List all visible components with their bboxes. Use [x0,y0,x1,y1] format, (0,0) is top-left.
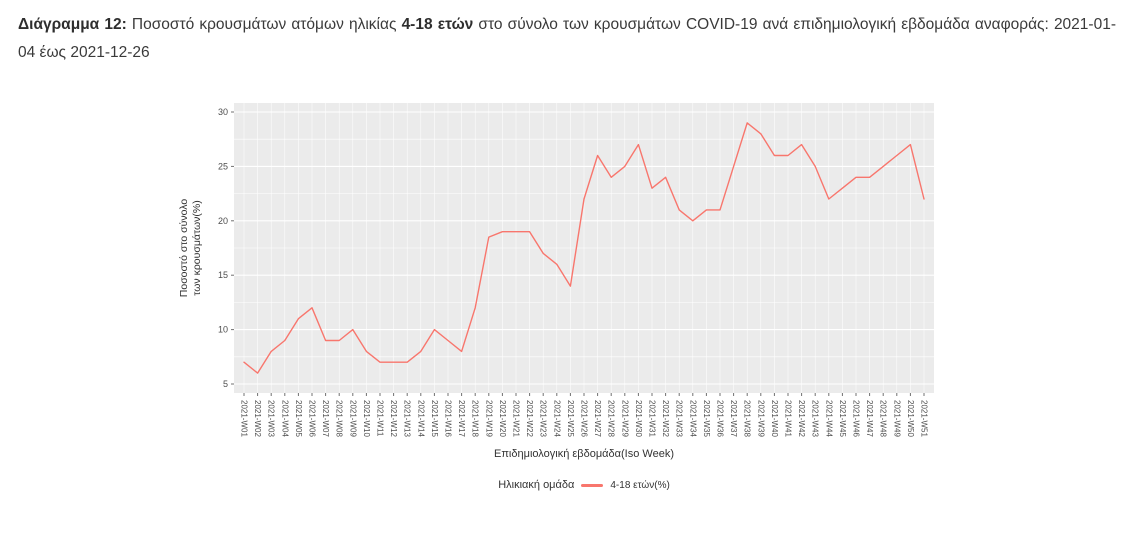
x-tick-label: 2021-W38 [743,400,752,437]
y-axis-title-line1: Ποσοστό στο σύνολο [178,198,190,298]
x-tick-label: 2021-W17 [457,400,466,437]
caption-age-group: 4-18 ετών [401,16,474,33]
y-tick-label: 5 [223,379,228,389]
x-axis-title: Επιδημιολογική εβδομάδα(Iso Week) [494,448,674,460]
y-tick-label: 15 [218,270,228,280]
x-tick-label: 2021-W15 [430,400,439,437]
caption-text-2: στο σύνολο των κρουσμάτων COVID-19 ανά ε… [18,16,1116,61]
x-tick-label: 2021-W09 [348,400,357,437]
caption-text-1: Ποσοστό κρουσμάτων ατόμων ηλικίας [126,16,402,33]
series-line [243,122,925,374]
gridlines [234,103,934,393]
x-tick-label: 2021-W16 [444,400,453,437]
y-tick-label: 20 [218,216,228,226]
x-tick-label: 2021-W35 [702,400,711,437]
x-tick-label: 2021-W37 [729,400,738,437]
x-tick-label: 2021-W24 [552,400,561,437]
x-tick-label: 2021-W06 [308,400,317,437]
x-tick-label: 2021-W41 [784,400,793,437]
figure-number: Διάγραμμα 12: [18,16,127,33]
x-tick-label: 2021-W50 [906,400,915,437]
x-tick-label: 2021-W04 [280,400,289,437]
axis-ticks [231,111,925,396]
x-tick-label: 2021-W32 [661,400,670,437]
x-tick-label: 2021-W40 [770,400,779,437]
x-tick-label: 2021-W27 [593,400,602,437]
x-tick-label: 2021-W26 [580,400,589,437]
x-tick-label: 2021-W13 [403,400,412,437]
x-tick-label: 2021-W10 [362,400,371,437]
x-tick-label: 2021-W44 [824,400,833,437]
legend-title: Ηλικιακή ομάδα [498,479,575,491]
x-tick-label: 2021-W46 [852,400,861,437]
x-tick-label: 2021-W08 [335,400,344,437]
x-tick-label: 2021-W49 [892,400,901,437]
line-chart: 5 10 15 20 25 30 2021-W01 2021-W02 2021-W03 2021-… [218,103,934,437]
x-tick-label: 2021-W07 [321,400,330,437]
chart-legend: Ηλικιακή ομάδα 4-18 ετών(%) [234,477,934,493]
x-tick-label: 2021-W30 [634,400,643,437]
legend-series-label: 4-18 ετών(%) [610,479,670,491]
x-tick-label: 2021-W45 [838,400,847,437]
x-tick-label: 2021-W25 [566,400,575,437]
x-tick-label: 2021-W34 [688,400,697,437]
y-tick-label: 25 [218,161,228,171]
x-tick-label: 2021-W11 [376,400,385,437]
x-tick-label: 2021-W36 [716,400,725,437]
x-tick-label: 2021-W28 [607,400,616,437]
figure-caption: Διάγραμμα 12: Ποσοστό κρουσμάτων ατόμων … [18,11,1116,67]
x-tick-label: 2021-W18 [471,400,480,437]
axis-tick-labels: 5 10 15 20 25 30 2021-W01 2021-W02 2021-W03 2021-… [218,107,929,437]
x-tick-label: 2021-W20 [498,400,507,437]
x-tick-label: 2021-W19 [484,400,493,437]
legend-line-swatch [581,483,604,487]
x-tick-label: 2021-W39 [756,400,765,437]
x-tick-label: 2021-W51 [920,400,929,437]
y-tick-label: 10 [218,325,228,335]
x-tick-label: 2021-W01 [240,400,249,437]
x-tick-label: 2021-W42 [797,400,806,437]
x-tick-label: 2021-W23 [539,400,548,437]
x-tick-label: 2021-W22 [525,400,534,437]
x-tick-label: 2021-W21 [512,400,521,437]
x-tick-label: 2021-W12 [389,400,398,437]
x-tick-label: 2021-W31 [648,400,657,437]
x-tick-label: 2021-W48 [879,400,888,437]
x-tick-label: 2021-W05 [294,400,303,437]
y-tick-label: 30 [218,107,228,117]
x-tick-label: 2021-W03 [267,400,276,437]
x-tick-label: 2021-W47 [865,400,874,437]
x-tick-label: 2021-W29 [620,400,629,437]
x-tick-label: 2021-W43 [811,400,820,437]
x-tick-label: 2021-W14 [416,400,425,437]
x-tick-label: 2021-W02 [253,400,262,437]
x-tick-label: 2021-W33 [675,400,684,437]
